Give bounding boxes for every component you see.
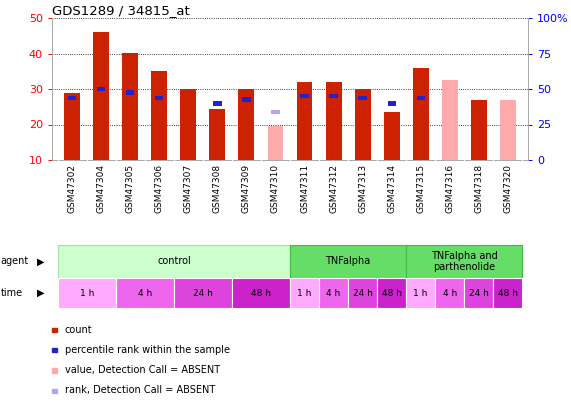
Text: control: control <box>157 256 191 266</box>
Bar <box>325 82 341 160</box>
Text: TNFalpha: TNFalpha <box>325 256 371 266</box>
Bar <box>435 278 464 308</box>
Bar <box>406 245 522 278</box>
Bar <box>243 97 251 102</box>
Bar <box>97 87 106 91</box>
Text: GSM47310: GSM47310 <box>271 164 280 213</box>
Text: ▶: ▶ <box>37 256 45 266</box>
Bar <box>65 93 81 160</box>
Bar <box>180 89 196 160</box>
Text: GSM47315: GSM47315 <box>416 164 425 213</box>
Bar <box>493 278 522 308</box>
Text: 24 h: 24 h <box>353 288 372 298</box>
Text: GSM47314: GSM47314 <box>387 164 396 213</box>
Bar <box>271 110 280 114</box>
Bar <box>155 96 163 100</box>
Bar <box>471 100 486 160</box>
Text: 24 h: 24 h <box>193 288 213 298</box>
Text: GSM47305: GSM47305 <box>126 164 135 213</box>
Bar <box>417 96 425 100</box>
Bar <box>296 82 312 160</box>
Bar <box>116 278 174 308</box>
Text: TNFalpha and
parthenolide: TNFalpha and parthenolide <box>431 251 497 272</box>
Bar <box>377 278 406 308</box>
Text: GSM47308: GSM47308 <box>213 164 222 213</box>
Text: GSM47304: GSM47304 <box>97 164 106 213</box>
Text: value, Detection Call = ABSENT: value, Detection Call = ABSENT <box>65 365 220 375</box>
Bar <box>210 109 226 160</box>
Text: GSM47318: GSM47318 <box>474 164 483 213</box>
Bar <box>384 112 400 160</box>
Bar <box>290 245 406 278</box>
Text: 1 h: 1 h <box>79 288 94 298</box>
Bar <box>214 101 222 106</box>
Text: ▶: ▶ <box>37 288 45 298</box>
Bar <box>464 278 493 308</box>
Text: count: count <box>65 324 92 335</box>
Bar <box>267 126 283 160</box>
Text: agent: agent <box>1 256 29 266</box>
Bar <box>441 80 457 160</box>
Bar <box>500 100 516 160</box>
Text: GSM47313: GSM47313 <box>358 164 367 213</box>
Bar <box>355 89 371 160</box>
Bar <box>348 278 377 308</box>
Text: GSM47309: GSM47309 <box>242 164 251 213</box>
Bar <box>58 245 290 278</box>
Bar <box>174 278 232 308</box>
Text: 24 h: 24 h <box>469 288 489 298</box>
Bar <box>126 90 134 95</box>
Text: rank, Detection Call = ABSENT: rank, Detection Call = ABSENT <box>65 385 215 395</box>
Bar <box>388 101 396 106</box>
Text: GSM47311: GSM47311 <box>300 164 309 213</box>
Text: GSM47316: GSM47316 <box>445 164 454 213</box>
Bar <box>69 96 77 100</box>
Text: 1 h: 1 h <box>413 288 428 298</box>
Bar <box>151 71 167 160</box>
Text: 48 h: 48 h <box>251 288 271 298</box>
Text: 4 h: 4 h <box>138 288 152 298</box>
Text: GDS1289 / 34815_at: GDS1289 / 34815_at <box>52 4 190 17</box>
Text: GSM47307: GSM47307 <box>184 164 193 213</box>
Text: GSM47312: GSM47312 <box>329 164 338 213</box>
Bar <box>406 278 435 308</box>
Bar <box>329 94 337 98</box>
Bar <box>122 53 138 160</box>
Bar <box>319 278 348 308</box>
Bar <box>232 278 290 308</box>
Bar <box>300 94 308 98</box>
Text: 1 h: 1 h <box>297 288 312 298</box>
Text: GSM47302: GSM47302 <box>68 164 77 213</box>
Bar <box>58 278 116 308</box>
Bar <box>94 32 109 160</box>
Bar <box>359 96 367 100</box>
Bar <box>413 68 429 160</box>
Text: 48 h: 48 h <box>381 288 401 298</box>
Text: GSM47320: GSM47320 <box>503 164 512 213</box>
Text: time: time <box>1 288 23 298</box>
Text: 4 h: 4 h <box>443 288 457 298</box>
Bar <box>290 278 319 308</box>
Bar <box>239 89 255 160</box>
Text: 4 h: 4 h <box>327 288 341 298</box>
Text: 48 h: 48 h <box>498 288 518 298</box>
Text: GSM47306: GSM47306 <box>155 164 164 213</box>
Text: percentile rank within the sample: percentile rank within the sample <box>65 345 230 355</box>
